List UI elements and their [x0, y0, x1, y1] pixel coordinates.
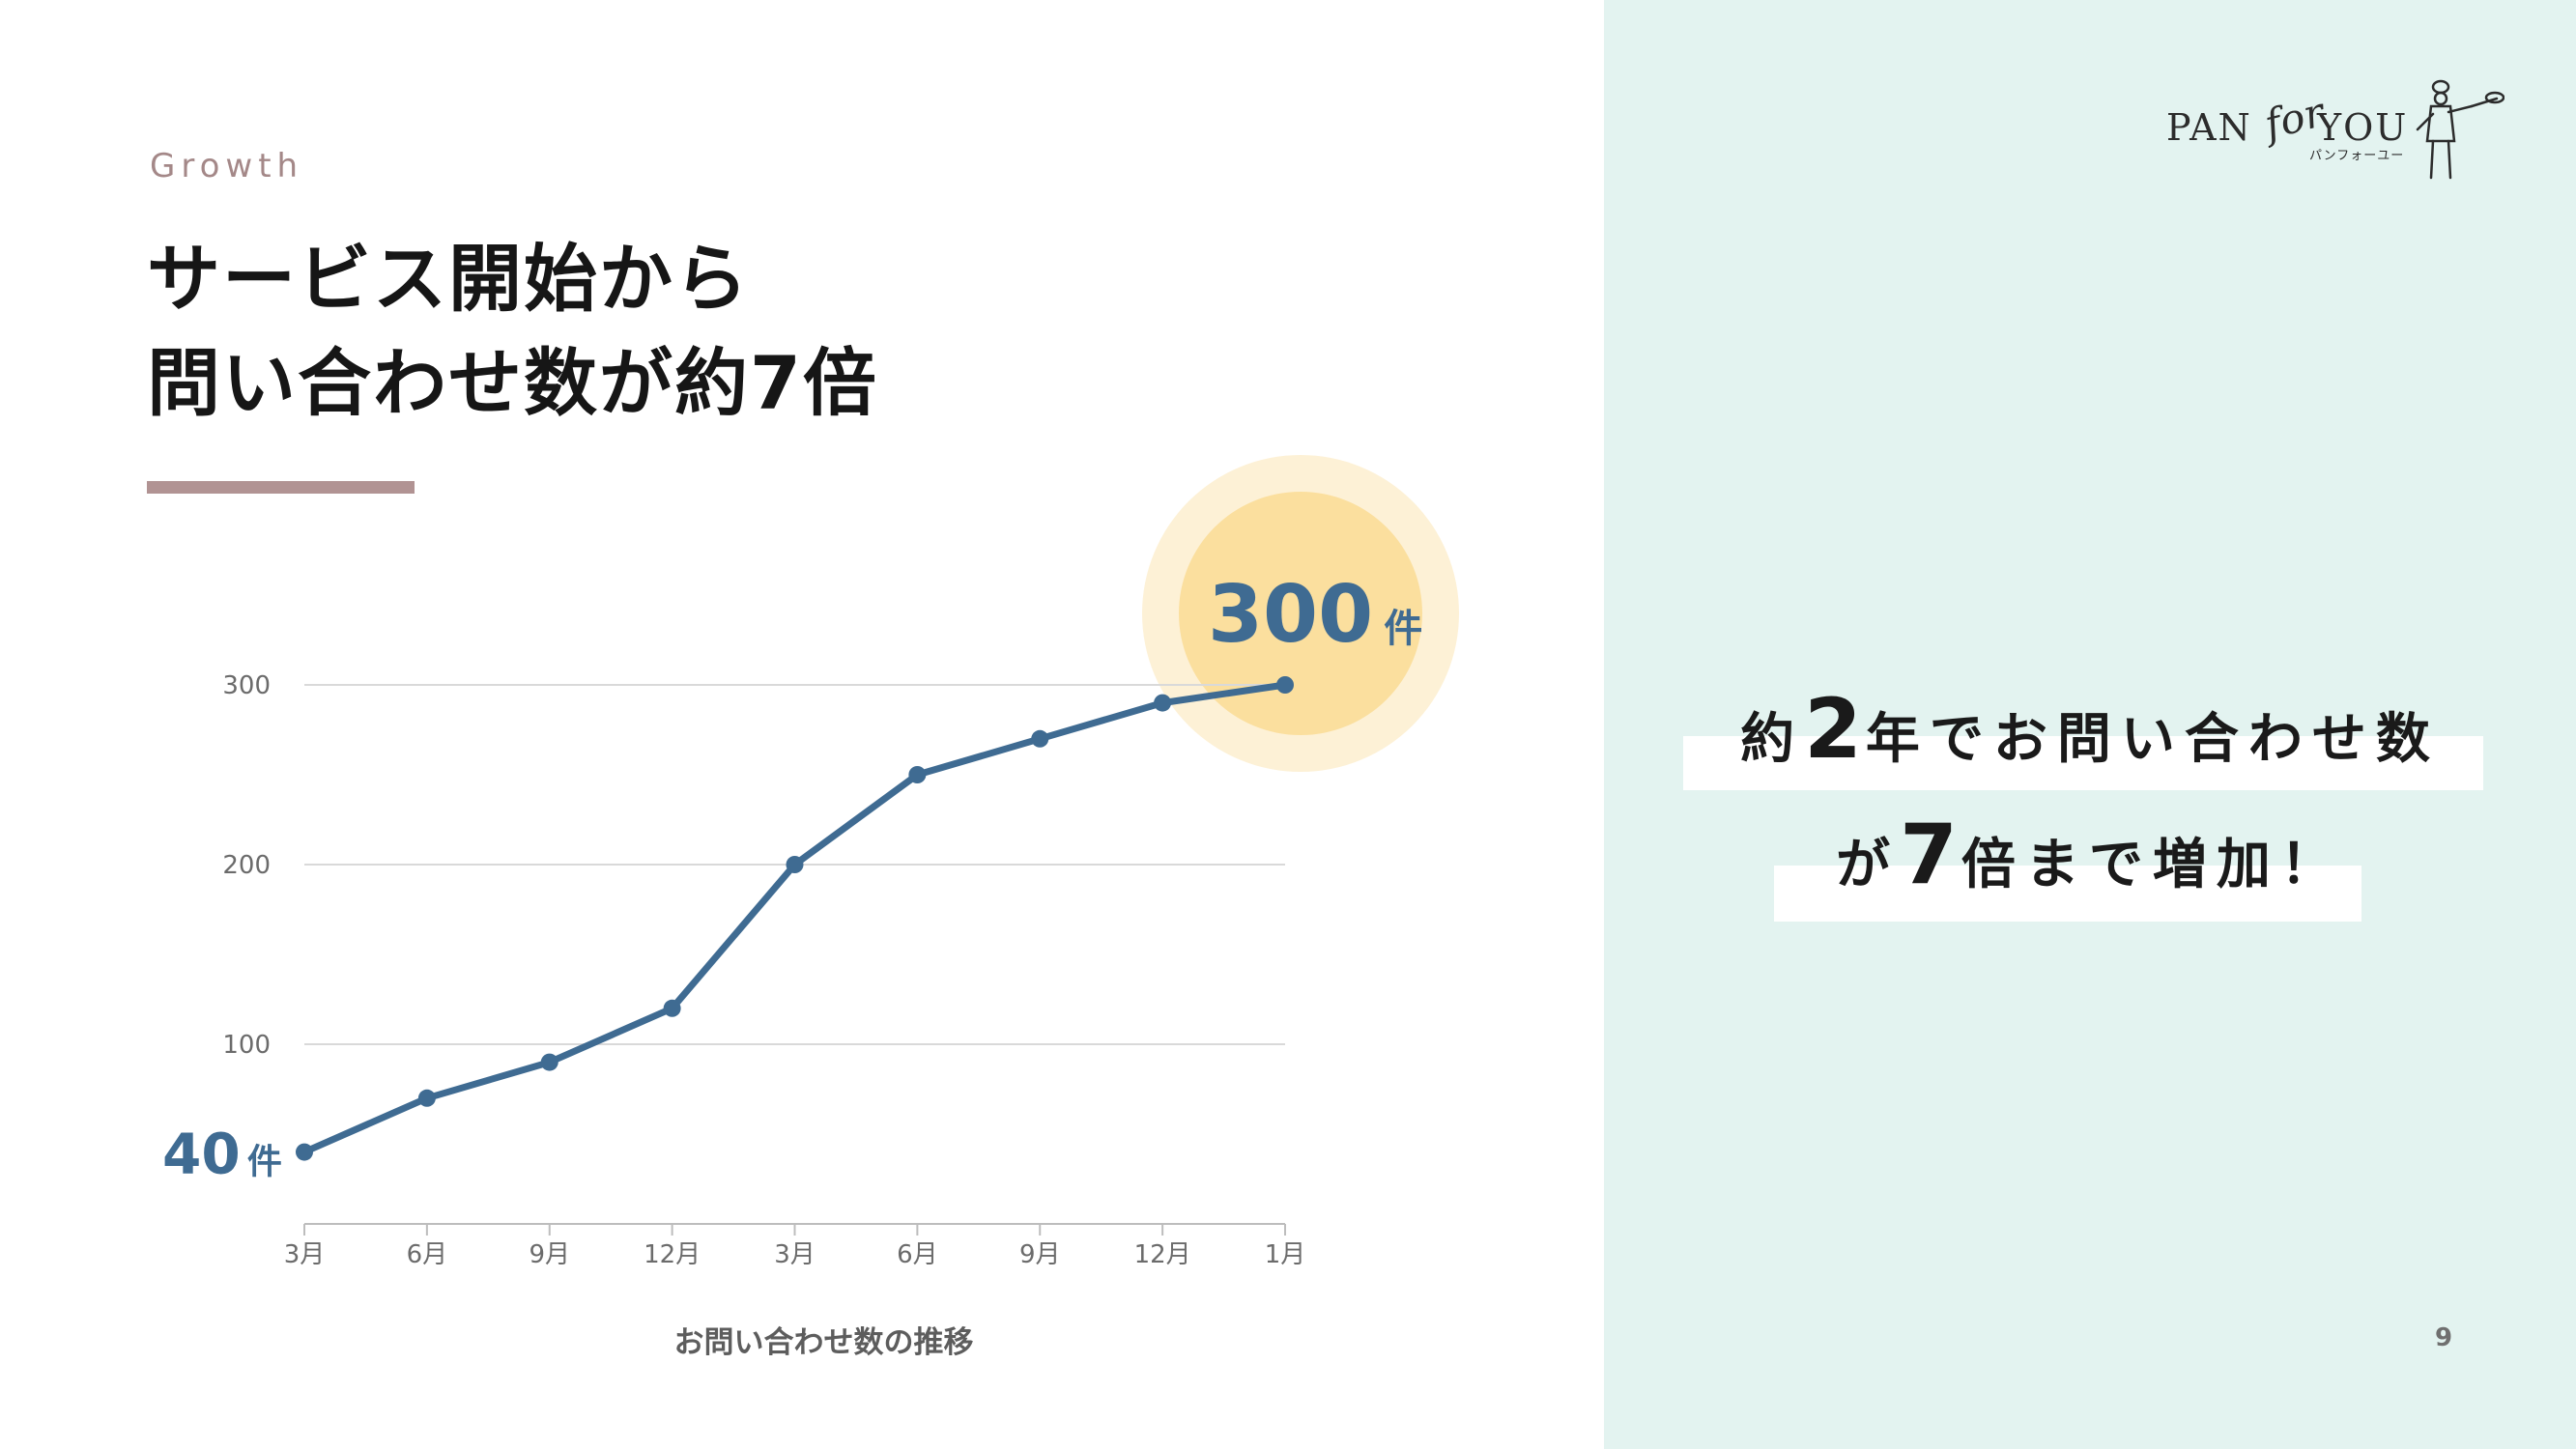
- right-panel: [1604, 0, 2576, 1449]
- callout-highlight-1: [1683, 736, 2483, 790]
- data-point: [663, 999, 681, 1017]
- inquiries-line-chart: 100 200 300 3月 6月 9月 12月 3月 6月 9月 12月 1月 お問い合わせ数の推…: [162, 455, 1459, 1360]
- data-point: [417, 1089, 436, 1107]
- callout-line-1-number: 2: [1804, 681, 1866, 778]
- headline-line-2: 問い合わせ数が約7倍: [147, 340, 878, 426]
- callout-line-2-suffix: 倍まで増加！: [1961, 834, 2344, 896]
- x-tick-label: 6月: [407, 1240, 448, 1269]
- x-tick-label: 9月: [529, 1240, 570, 1269]
- section-eyebrow: Growth: [150, 147, 304, 185]
- y-axis-ticks: 100 200 300: [222, 671, 271, 1060]
- data-point: [786, 856, 804, 873]
- headline-line-1: サービス開始から: [147, 236, 750, 322]
- data-point: [1154, 694, 1172, 712]
- series-points: [296, 676, 1294, 1161]
- x-tick-label: 3月: [284, 1240, 326, 1269]
- y-tick-label: 200: [222, 851, 271, 880]
- x-axis-ticks: 3月 6月 9月 12月 3月 6月 9月 12月 1月: [284, 1224, 1306, 1269]
- x-tick-label: 12月: [1134, 1240, 1191, 1269]
- y-tick-label: 100: [222, 1031, 271, 1060]
- callout-highlight-2: [1774, 866, 2361, 922]
- series-line: [302, 681, 1286, 1155]
- callout-line-1-suffix: 年でお問い合わせ数: [1865, 708, 2440, 771]
- end-value-number: 300: [1208, 569, 1373, 661]
- start-value-number: 40: [162, 1122, 241, 1187]
- logo-word-you: YOU: [2317, 106, 2409, 149]
- logo-word-pan: PAN: [2166, 106, 2252, 149]
- x-tick-label: 9月: [1019, 1240, 1061, 1269]
- data-point: [296, 1143, 313, 1161]
- accent-bar: [147, 481, 415, 494]
- data-point: [1031, 729, 1049, 748]
- x-tick-label: 3月: [774, 1240, 816, 1269]
- pan-for-you-logo: PAN for YOU パンフォーユー: [2166, 77, 2504, 193]
- end-value-unit: 件: [1384, 607, 1422, 651]
- callout-line-2-prefix: が: [1836, 834, 1901, 896]
- x-tick-label: 1月: [1265, 1240, 1306, 1269]
- data-point: [540, 1053, 558, 1071]
- callout-line-1-prefix: 約: [1740, 708, 1805, 771]
- logo-subtitle: パンフォーユー: [2309, 149, 2405, 163]
- y-tick-label: 300: [222, 671, 271, 700]
- start-value-unit: 件: [247, 1143, 282, 1182]
- end-value-annotation: 300 件: [1208, 569, 1422, 661]
- data-point: [908, 766, 927, 783]
- callout-line-1: 約2年でお問い合わせ数: [1604, 681, 2576, 778]
- end-highlight-disc: [1179, 492, 1422, 735]
- start-value-annotation: 40 件: [162, 1122, 282, 1187]
- callout-line-2: が7倍まで増加！: [1604, 807, 2576, 903]
- slide-headline: サービス開始から 問い合わせ数が約7倍: [147, 227, 878, 436]
- page-number: 9: [2435, 1323, 2453, 1352]
- callout-line-2-number: 7: [1900, 807, 1961, 903]
- data-point: [1276, 676, 1294, 694]
- x-tick-label: 6月: [897, 1240, 938, 1269]
- x-tick-label: 12月: [644, 1240, 701, 1269]
- x-axis-title: お問い合わせ数の推移: [674, 1325, 974, 1360]
- baker-with-peel-icon: [2416, 79, 2504, 180]
